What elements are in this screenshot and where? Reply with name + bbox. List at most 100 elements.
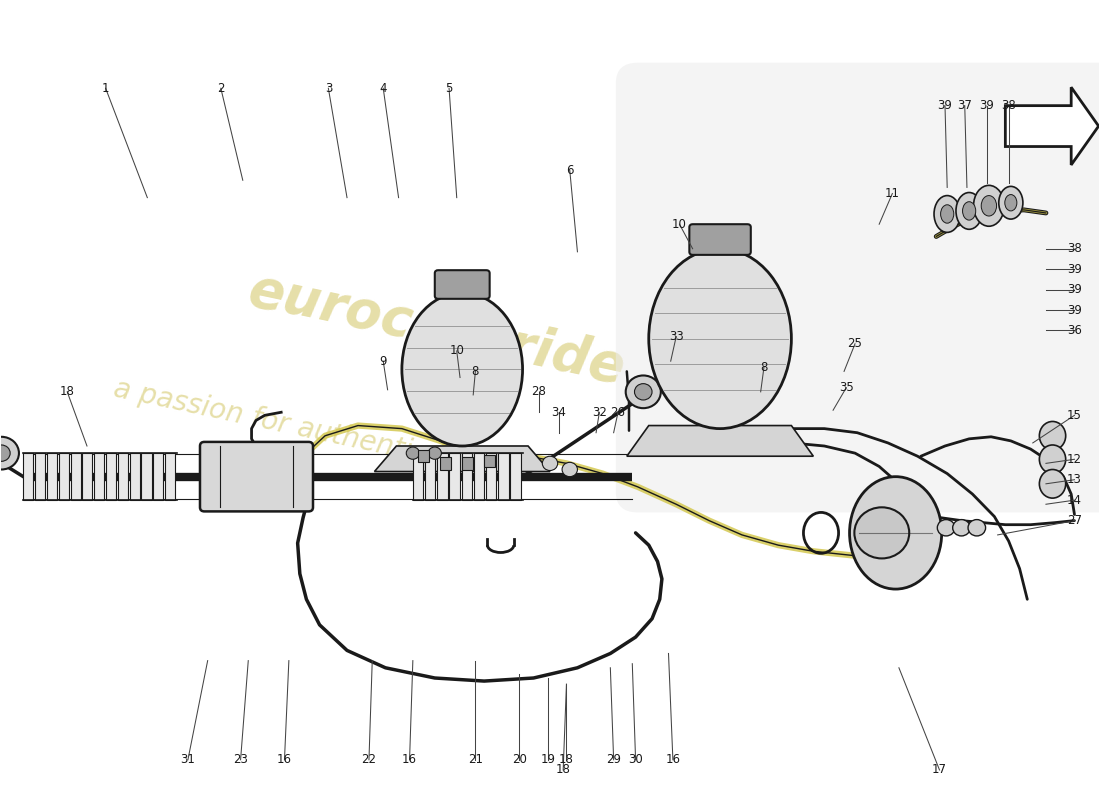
Circle shape <box>968 519 986 536</box>
FancyBboxPatch shape <box>690 224 751 255</box>
Circle shape <box>937 519 955 536</box>
Bar <box>106 453 117 500</box>
Ellipse shape <box>1040 445 1066 474</box>
Text: 8: 8 <box>472 365 480 378</box>
Text: 29: 29 <box>606 754 621 766</box>
Text: 25: 25 <box>848 338 862 350</box>
Text: 18: 18 <box>559 754 574 766</box>
Bar <box>118 453 128 500</box>
Ellipse shape <box>402 293 522 446</box>
Ellipse shape <box>962 202 976 220</box>
Bar <box>484 455 495 467</box>
Text: 14: 14 <box>1067 494 1082 506</box>
Text: 18: 18 <box>59 386 75 398</box>
Text: 39: 39 <box>1067 303 1082 317</box>
Text: 21: 21 <box>468 754 483 766</box>
Ellipse shape <box>649 249 791 429</box>
Text: 4: 4 <box>379 82 387 94</box>
Circle shape <box>855 507 910 558</box>
Bar <box>462 458 473 470</box>
Bar <box>23 453 33 500</box>
Bar <box>70 453 80 500</box>
Text: 27: 27 <box>1067 514 1082 527</box>
FancyBboxPatch shape <box>200 442 314 511</box>
Bar <box>35 453 45 500</box>
Circle shape <box>953 519 970 536</box>
Bar <box>474 453 484 500</box>
Text: 22: 22 <box>362 754 376 766</box>
Text: 1: 1 <box>102 82 109 94</box>
Ellipse shape <box>934 195 960 232</box>
Text: 32: 32 <box>592 406 607 418</box>
Text: 38: 38 <box>1001 99 1016 112</box>
Text: 23: 23 <box>233 754 248 766</box>
Text: 6: 6 <box>566 163 573 177</box>
FancyBboxPatch shape <box>434 270 490 299</box>
Bar <box>165 453 175 500</box>
Text: 39: 39 <box>1067 283 1082 296</box>
Bar <box>153 453 164 500</box>
Text: 10: 10 <box>449 345 464 358</box>
Text: 20: 20 <box>512 754 527 766</box>
Bar <box>82 453 92 500</box>
Bar <box>130 453 140 500</box>
Circle shape <box>406 447 419 459</box>
Text: 37: 37 <box>957 99 972 112</box>
Circle shape <box>626 375 661 408</box>
Bar <box>412 453 424 500</box>
Bar <box>437 453 448 500</box>
Polygon shape <box>627 426 813 456</box>
Text: 5: 5 <box>446 82 453 94</box>
FancyBboxPatch shape <box>616 62 1100 513</box>
Text: 9: 9 <box>379 354 387 368</box>
Text: 16: 16 <box>403 754 417 766</box>
Bar <box>418 450 429 462</box>
Text: 17: 17 <box>932 763 947 777</box>
Circle shape <box>428 447 441 459</box>
Ellipse shape <box>956 193 982 230</box>
Text: 33: 33 <box>669 330 683 343</box>
Bar <box>440 458 451 470</box>
Text: 10: 10 <box>672 218 686 230</box>
Text: 8: 8 <box>760 361 768 374</box>
Ellipse shape <box>1040 470 1066 498</box>
Ellipse shape <box>974 186 1004 226</box>
Text: 28: 28 <box>531 386 547 398</box>
Circle shape <box>542 456 558 470</box>
Ellipse shape <box>1040 422 1066 450</box>
Ellipse shape <box>1004 194 1016 211</box>
Text: 26: 26 <box>610 406 626 418</box>
Text: 13: 13 <box>1067 474 1082 486</box>
Text: 35: 35 <box>839 382 854 394</box>
Bar <box>510 453 520 500</box>
Text: 30: 30 <box>628 754 643 766</box>
Text: 39: 39 <box>979 99 994 112</box>
Bar <box>142 453 152 500</box>
Circle shape <box>0 445 10 462</box>
Text: 11: 11 <box>884 187 900 200</box>
Circle shape <box>0 437 19 470</box>
Bar <box>462 453 472 500</box>
Text: 34: 34 <box>551 406 566 418</box>
Text: 12: 12 <box>1067 453 1082 466</box>
Text: a passion for authentic ideas: a passion for authentic ideas <box>111 374 510 486</box>
Text: 19: 19 <box>540 754 556 766</box>
Text: 39: 39 <box>937 99 953 112</box>
Bar <box>47 453 57 500</box>
Text: 3: 3 <box>324 82 332 94</box>
Text: 38: 38 <box>1067 242 1081 255</box>
Text: 15: 15 <box>1067 409 1082 422</box>
Bar <box>425 453 436 500</box>
Ellipse shape <box>999 186 1023 219</box>
Text: eurocarbride: eurocarbride <box>243 265 629 395</box>
Ellipse shape <box>981 195 997 216</box>
Bar <box>58 453 69 500</box>
Ellipse shape <box>940 205 954 223</box>
Text: 16: 16 <box>666 754 681 766</box>
Text: 2: 2 <box>217 82 224 94</box>
Polygon shape <box>1005 87 1099 165</box>
Text: 18: 18 <box>556 763 571 777</box>
Text: 36: 36 <box>1067 324 1082 337</box>
Circle shape <box>635 384 652 400</box>
Bar <box>498 453 508 500</box>
